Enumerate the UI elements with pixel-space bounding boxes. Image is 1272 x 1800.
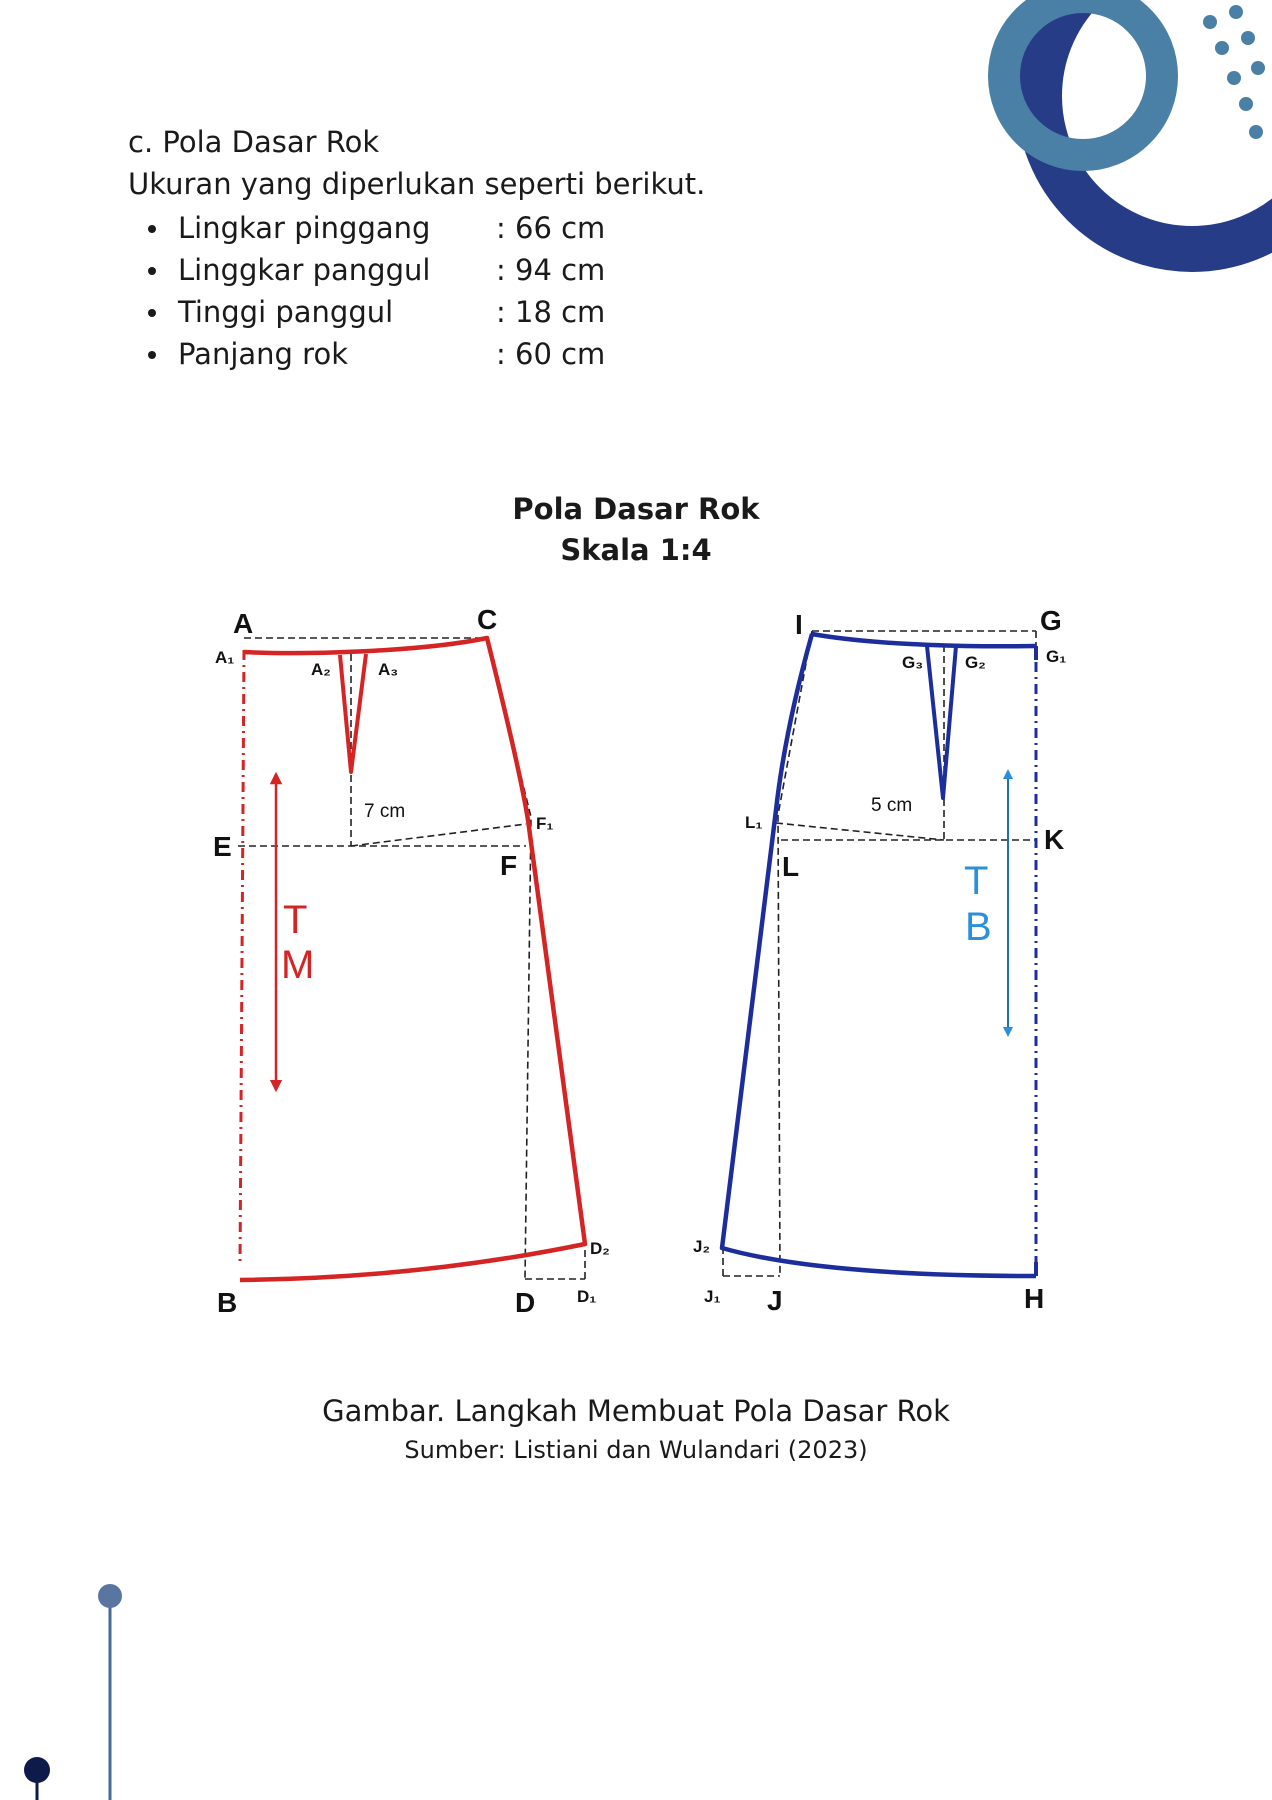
point-label-i: I xyxy=(795,609,803,640)
measure-label: Tinggi panggul xyxy=(178,295,394,329)
measurement-list: Lingkar pinggang : 66 cm Linggkar panggul… xyxy=(148,207,605,375)
section-title: c. Pola Dasar Rok xyxy=(128,125,380,159)
grain-label-m: M xyxy=(281,943,314,987)
dot-pattern-decoration xyxy=(1203,5,1265,139)
list-item: Tinggi panggul : 18 cm xyxy=(148,291,605,333)
figure-scale: Skala 1:4 xyxy=(560,533,712,567)
point-label-c: C xyxy=(477,604,497,635)
point-label-d2: D₂ xyxy=(590,1239,610,1258)
front-dart xyxy=(338,653,368,774)
measure-value: : 60 cm xyxy=(496,337,606,371)
figure-caption: Gambar. Langkah Membuat Pola Dasar Rok xyxy=(322,1394,950,1428)
back-dart xyxy=(925,645,958,800)
measure-label: Lingkar pinggang xyxy=(178,211,431,245)
measure-label: Linggkar panggul xyxy=(178,253,431,287)
grain-label-b: B xyxy=(965,905,992,949)
measure-value: : 18 cm xyxy=(496,295,606,329)
point-label-g2: G₂ xyxy=(965,653,986,672)
front-skirt-pattern: A A₁ A₂ A₃ C E F₁ F D₂ B D D₁ 7 cm T M xyxy=(213,604,610,1318)
measure-label: Panjang rok xyxy=(178,337,348,371)
point-label-a3: A₃ xyxy=(378,660,398,679)
figure-source: Sumber: Listiani dan Wulandari (2023) xyxy=(404,1436,868,1464)
point-label-a: A xyxy=(233,608,253,639)
back-pattern-outline xyxy=(719,631,1037,1279)
grain-label-t: T xyxy=(283,898,307,942)
point-label-k: K xyxy=(1044,824,1064,855)
list-item: Linggkar panggul : 94 cm xyxy=(148,249,605,291)
grain-label-t: T xyxy=(964,859,988,903)
back-guide-lines xyxy=(722,630,1037,1277)
point-label-b: B xyxy=(217,1287,237,1318)
front-center-line xyxy=(238,649,246,1266)
back-dart-depth: 5 cm xyxy=(871,795,912,816)
figure-title: Pola Dasar Rok xyxy=(512,492,760,526)
list-item: Lingkar pinggang : 66 cm xyxy=(148,207,605,249)
point-label-g: G xyxy=(1040,605,1062,636)
front-pattern-outline xyxy=(239,635,588,1283)
point-label-l: L xyxy=(782,851,799,882)
point-label-a1: A₁ xyxy=(215,648,234,667)
point-label-l1: L₁ xyxy=(745,813,762,832)
point-label-a2: A₂ xyxy=(311,660,331,679)
list-item: Panjang rok : 60 cm xyxy=(148,333,605,375)
measure-value: : 66 cm xyxy=(496,211,606,245)
measure-value: : 94 cm xyxy=(496,253,606,287)
point-label-g3: G₃ xyxy=(902,653,923,672)
point-label-g1: G₁ xyxy=(1046,647,1066,666)
point-label-d: D xyxy=(515,1287,535,1318)
point-label-j: J xyxy=(767,1285,783,1316)
point-label-d1: D₁ xyxy=(577,1287,596,1306)
intro-text: Ukuran yang diperlukan seperti berikut. xyxy=(128,167,706,201)
point-label-j1: J₁ xyxy=(704,1287,721,1306)
front-dart-depth: 7 cm xyxy=(364,801,405,822)
point-label-h: H xyxy=(1024,1283,1044,1314)
point-label-j2: J₂ xyxy=(693,1237,710,1256)
point-label-e: E xyxy=(213,831,232,862)
point-label-f: F xyxy=(500,850,517,881)
back-skirt-pattern: I G G₁ G₂ G₃ L₁ L K J₂ J₁ J H 5 cm T B xyxy=(693,605,1066,1316)
corner-ring-decoration xyxy=(988,0,1272,272)
point-label-f1: F₁ xyxy=(536,814,553,833)
pin-decoration xyxy=(24,1584,122,1800)
